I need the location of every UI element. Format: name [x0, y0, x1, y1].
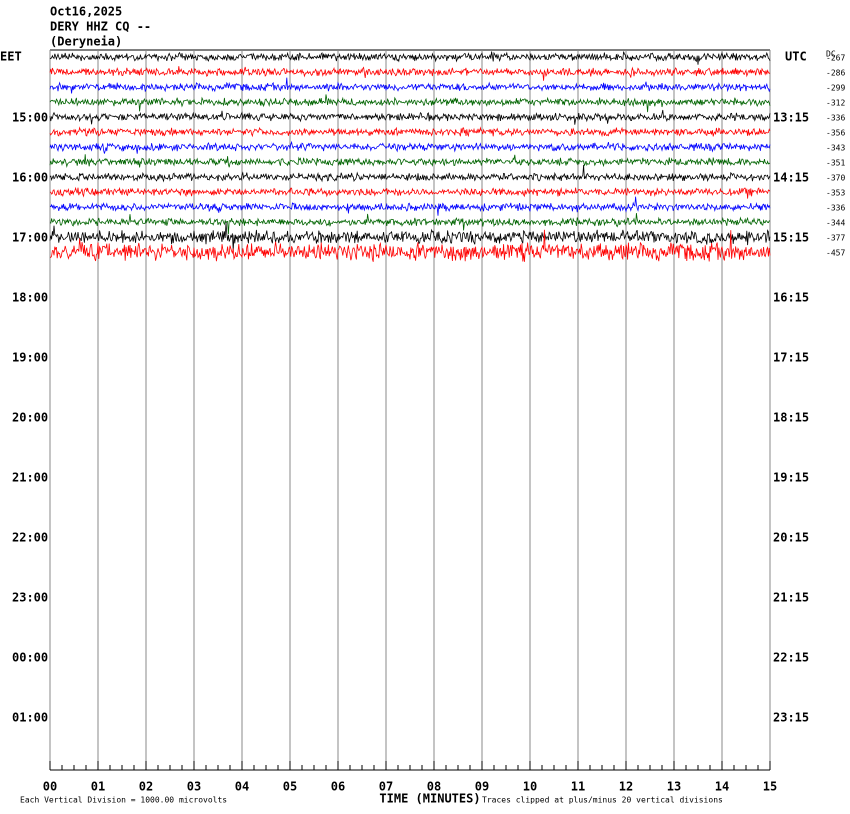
dc-offset: -299 — [826, 84, 845, 93]
dc-offset: -351 — [826, 159, 845, 168]
right-time: 23:15 — [773, 711, 809, 725]
x-tick-label: 13 — [667, 780, 681, 794]
right-time: 14:15 — [773, 171, 809, 185]
left-zone: EET — [0, 50, 22, 64]
x-tick-label: 11 — [571, 780, 585, 794]
x-tick-label: 09 — [475, 780, 489, 794]
trace — [49, 213, 770, 235]
dc-offset: -370 — [826, 174, 845, 183]
right-time: 17:15 — [773, 351, 809, 365]
x-tick-label: 08 — [427, 780, 441, 794]
x-tick-label: 14 — [715, 780, 729, 794]
dc-offset: -457 — [826, 249, 845, 258]
dc-offset: -312 — [826, 99, 845, 108]
x-tick-label: 12 — [619, 780, 633, 794]
x-tick-label: 15 — [763, 780, 777, 794]
right-time: 19:15 — [773, 471, 809, 485]
left-time: 17:00 — [12, 231, 48, 245]
left-time: 01:00 — [12, 711, 48, 725]
trace — [49, 77, 771, 94]
left-time: 19:00 — [12, 351, 48, 365]
dc-label: DC — [826, 50, 836, 59]
dc-offset: -336 — [826, 114, 845, 123]
right-time: 15:15 — [773, 231, 809, 245]
trace — [49, 164, 771, 183]
left-time: 16:00 — [12, 171, 48, 185]
left-time: 21:00 — [12, 471, 48, 485]
dc-offset: -353 — [826, 189, 845, 198]
trace — [49, 229, 771, 262]
right-time: 18:15 — [773, 411, 809, 425]
dc-offset: -343 — [826, 144, 845, 153]
right-time: 20:15 — [773, 531, 809, 545]
x-tick-label: 10 — [523, 780, 537, 794]
station: DERY HHZ CQ -- — [50, 20, 151, 34]
trace — [49, 222, 771, 251]
left-time: 22:00 — [12, 531, 48, 545]
right-zone: UTC — [785, 50, 807, 64]
trace — [49, 126, 771, 138]
place: (Deryneia) — [50, 35, 122, 49]
trace — [49, 140, 771, 154]
trace — [49, 94, 771, 113]
x-tick-label: 02 — [139, 780, 153, 794]
right-time: 13:15 — [773, 111, 809, 125]
x-tick-label: 07 — [379, 780, 393, 794]
x-tick-label: 03 — [187, 780, 201, 794]
dc-offset: -286 — [826, 69, 845, 78]
trace — [49, 186, 771, 199]
trace — [49, 66, 771, 81]
x-tick-label: 00 — [43, 780, 57, 794]
left-time: 00:00 — [12, 651, 48, 665]
footer-left: Each Vertical Division = 1000.00 microvo… — [20, 796, 227, 805]
left-time: 18:00 — [12, 291, 48, 305]
right-time: 22:15 — [773, 651, 809, 665]
dc-offset: -267 — [826, 54, 845, 63]
dc-offset: -377 — [826, 234, 845, 243]
dc-offset: -336 — [826, 204, 845, 213]
right-time: 16:15 — [773, 291, 809, 305]
trace — [49, 51, 771, 65]
dc-offset: -344 — [826, 219, 845, 228]
left-time: 20:00 — [12, 411, 48, 425]
x-tick-label: 04 — [235, 780, 249, 794]
left-time: 15:00 — [12, 111, 48, 125]
footer-right: Traces clipped at plus/minus 20 vertical… — [482, 796, 723, 805]
x-tick-label: 01 — [91, 780, 105, 794]
right-time: 21:15 — [773, 591, 809, 605]
left-time: 23:00 — [12, 591, 48, 605]
x-title: TIME (MINUTES) — [379, 792, 480, 806]
x-tick-label: 06 — [331, 780, 345, 794]
dc-offset: -356 — [826, 129, 845, 138]
trace — [49, 154, 771, 168]
date: Oct16,2025 — [50, 5, 122, 19]
trace — [49, 109, 771, 125]
trace — [49, 196, 771, 216]
x-tick-label: 05 — [283, 780, 297, 794]
